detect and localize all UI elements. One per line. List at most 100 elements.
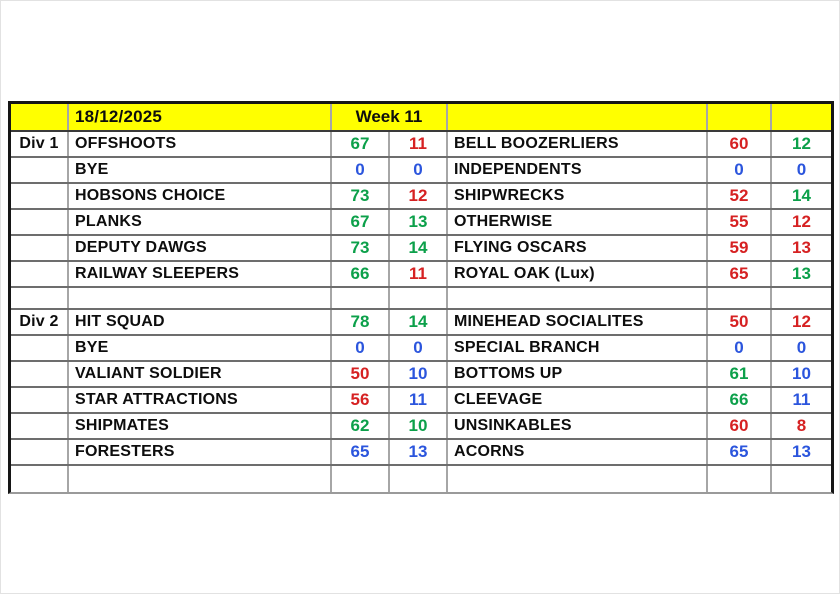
home-team-name: VALIANT SOLDIER — [69, 362, 332, 386]
away-team-score: 55 — [708, 210, 772, 234]
away-team-points — [772, 466, 831, 492]
away-team-score: 50 — [708, 310, 772, 334]
home-team-points: 0 — [390, 336, 448, 360]
home-team-name: BYE — [69, 158, 332, 182]
division-label: Div 1 — [11, 132, 69, 156]
home-team-score: 0 — [332, 336, 390, 360]
table-row: FORESTERS 65 13 ACORNS 65 13 — [11, 440, 831, 466]
header-empty-cell — [772, 104, 831, 130]
home-team-points — [390, 466, 448, 492]
league-results-table: 18/12/2025 Week 11 Div 1 OFFSHOOTS 67 11… — [8, 101, 834, 494]
home-team-points: 14 — [390, 236, 448, 260]
home-team-score: 0 — [332, 158, 390, 182]
home-team-score: 56 — [332, 388, 390, 412]
table-row: PLANKS 67 13 OTHERWISE 55 12 — [11, 210, 831, 236]
header-date-cell: 18/12/2025 — [69, 104, 332, 130]
division-label — [11, 466, 69, 492]
away-team-score: 60 — [708, 414, 772, 438]
away-team-name — [448, 466, 708, 492]
away-team-score: 52 — [708, 184, 772, 208]
home-team-score: 66 — [332, 262, 390, 286]
away-team-points: 14 — [792, 186, 811, 205]
away-team-points: 13 — [792, 238, 811, 257]
away-team-score: 65 — [708, 262, 772, 286]
away-team-name: OTHERWISE — [448, 210, 708, 234]
spacer-row — [11, 288, 831, 310]
home-team-points: 10 — [390, 362, 448, 386]
home-team-score: 67 — [332, 210, 390, 234]
home-team-points: 14 — [390, 310, 448, 334]
division-label — [11, 336, 69, 360]
away-team-points: 12 — [792, 312, 811, 331]
away-team-name: FLYING OSCARS — [448, 236, 708, 260]
away-team-score: 60 — [708, 132, 772, 156]
away-team-points: 11 — [792, 390, 811, 409]
home-team-score: 67 — [332, 132, 390, 156]
home-team-score: 62 — [332, 414, 390, 438]
home-team-name — [69, 288, 332, 308]
table-row: BYE 0 0 SPECIAL BRANCH 0 0 — [11, 336, 831, 362]
home-team-name: PLANKS — [69, 210, 332, 234]
home-team-points: 13 — [390, 210, 448, 234]
division-label — [11, 362, 69, 386]
away-team-score — [708, 466, 772, 492]
away-team-score: 0 — [708, 158, 772, 182]
table-row: Div 2 HIT SQUAD 78 14 MINEHEAD SOCIALITE… — [11, 310, 831, 336]
division-label — [11, 388, 69, 412]
division-label — [11, 236, 69, 260]
away-team-name: SHIPWRECKS — [448, 184, 708, 208]
home-team-name: RAILWAY SLEEPERS — [69, 262, 332, 286]
home-team-name: HOBSONS CHOICE — [69, 184, 332, 208]
table-row: STAR ATTRACTIONS 56 11 CLEEVAGE 66 11 — [11, 388, 831, 414]
away-team-name: SPECIAL BRANCH — [448, 336, 708, 360]
table-row: DEPUTY DAWGS 73 14 FLYING OSCARS 59 13 — [11, 236, 831, 262]
away-team-name: MINEHEAD SOCIALITES — [448, 310, 708, 334]
division-label — [11, 414, 69, 438]
home-team-points: 11 — [390, 388, 448, 412]
division-label — [11, 184, 69, 208]
home-team-name: OFFSHOOTS — [69, 132, 332, 156]
away-team-points: 13 — [792, 442, 811, 461]
home-team-score: 50 — [332, 362, 390, 386]
division-label — [11, 288, 69, 308]
table-row: HOBSONS CHOICE 73 12 SHIPWRECKS 52 14 — [11, 184, 831, 210]
table-body: Div 1 OFFSHOOTS 67 11 BELL BOOZERLIERS 6… — [11, 132, 831, 492]
away-team-points: 12 — [792, 212, 811, 231]
home-team-name: HIT SQUAD — [69, 310, 332, 334]
division-label: Div 2 — [11, 310, 69, 334]
division-label — [11, 262, 69, 286]
home-team-score — [332, 466, 390, 492]
table-row: VALIANT SOLDIER 50 10 BOTTOMS UP 61 10 — [11, 362, 831, 388]
home-team-name: FORESTERS — [69, 440, 332, 464]
home-team-score: 65 — [332, 440, 390, 464]
home-team-name: SHIPMATES — [69, 414, 332, 438]
away-team-points: 13 — [792, 264, 811, 283]
division-label — [11, 440, 69, 464]
home-team-score: 73 — [332, 184, 390, 208]
away-team-points: 0 — [796, 338, 807, 357]
home-team-points — [390, 288, 448, 308]
home-team-score: 78 — [332, 310, 390, 334]
table-row: SHIPMATES 62 10 UNSINKABLES 60 8 — [11, 414, 831, 440]
header-empty-cell — [708, 104, 772, 130]
away-team-score: 0 — [708, 336, 772, 360]
home-team-points: 13 — [390, 440, 448, 464]
home-team-score — [332, 288, 390, 308]
division-label — [11, 210, 69, 234]
header-row: 18/12/2025 Week 11 — [11, 104, 831, 132]
home-team-name: DEPUTY DAWGS — [69, 236, 332, 260]
away-team-points: 0 — [796, 160, 807, 179]
away-team-points: 10 — [792, 364, 811, 383]
away-team-score: 61 — [708, 362, 772, 386]
away-team-points: 8 — [796, 416, 807, 435]
home-team-name: BYE — [69, 336, 332, 360]
home-team-points: 0 — [390, 158, 448, 182]
away-team-name: UNSINKABLES — [448, 414, 708, 438]
away-team-points: 12 — [792, 134, 811, 153]
home-team-score: 73 — [332, 236, 390, 260]
away-team-name: BELL BOOZERLIERS — [448, 132, 708, 156]
away-team-score: 65 — [708, 440, 772, 464]
home-team-points: 11 — [390, 132, 448, 156]
away-team-score — [708, 288, 772, 308]
